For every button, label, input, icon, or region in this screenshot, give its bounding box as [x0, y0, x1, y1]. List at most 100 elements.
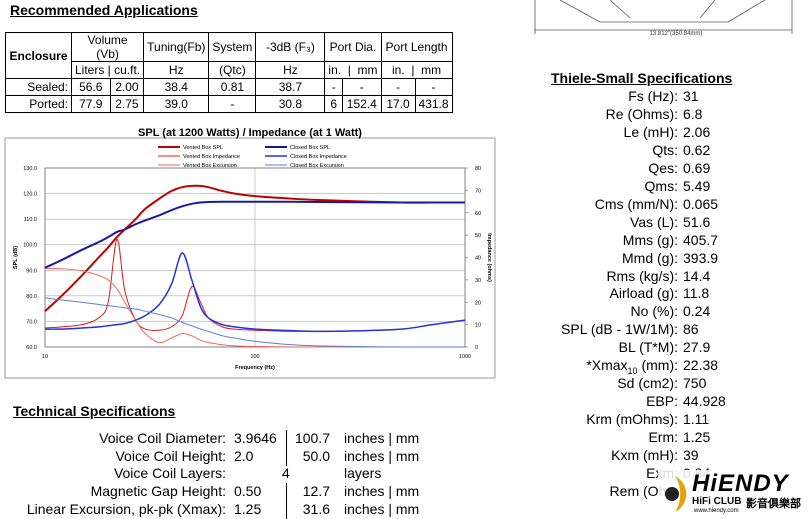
cell: - — [324, 78, 344, 96]
y-tick-label: 70.0 — [26, 319, 37, 325]
ts-label-text: Cms (mm/N): — [594, 195, 678, 212]
legend-label: Closed Box Excursion — [290, 163, 344, 169]
ts-label-end: (mm): — [637, 357, 678, 374]
ts-label-text: Le (mH): — [623, 123, 678, 140]
ts-label-text: Krm (mOhms): — [586, 411, 678, 428]
ts-value: 31 — [683, 88, 699, 104]
ts-value: 5.49 — [683, 177, 711, 194]
tech-mm: 50.0 — [302, 447, 330, 464]
tech-label: Voice Coil Layers: — [113, 465, 226, 482]
ts-value: 0.62 — [683, 141, 711, 158]
ts-label-text: Fs (Hz): — [628, 88, 678, 104]
tech-value: 4 — [282, 465, 290, 482]
header-cell: Enclosure — [5, 32, 72, 79]
ts-value: 2.06 — [683, 123, 711, 140]
cell: 77.9 — [71, 95, 111, 113]
divider — [286, 430, 287, 448]
tech-unit: inches | mm — [344, 447, 420, 464]
ts-label: Cms (mm/N): — [595, 196, 678, 212]
ts-label: Kxm (mH): — [611, 447, 678, 463]
tech-label: Linear Excursion, pk-pk (Xmax): — [26, 500, 226, 517]
series-line — [44, 252, 466, 333]
legend-label: Closed Box SPL — [290, 145, 330, 151]
ts-label-text: Re (Ohms): — [605, 105, 678, 122]
ts-value: 39 — [683, 447, 699, 463]
y-tick-label: 80.0 — [26, 294, 37, 300]
ts-label-sub: 10 — [627, 366, 638, 377]
ts-label: No (%): — [631, 303, 678, 319]
ts-label: Le (mH): — [624, 124, 678, 140]
ts-label: SPL (dB - 1W/1M): — [561, 321, 678, 337]
legend-label: Closed Box Impedance — [290, 154, 347, 160]
ts-value: 11.8 — [683, 285, 710, 302]
tech-mm: 12.7 — [302, 483, 330, 500]
ts-value: 14.4 — [683, 267, 711, 284]
subheader-cell: Hz — [255, 61, 326, 79]
ts-label-text: Vas (L): — [630, 213, 678, 230]
cell: 30.8 — [255, 95, 326, 113]
ts-label-text: Qms: — [644, 177, 678, 194]
tech-in: 0.50 — [234, 483, 262, 500]
ts-value: 22.38 — [683, 357, 719, 374]
ts-label: Erm: — [648, 429, 678, 445]
cell: 431.8 — [414, 95, 453, 113]
x-tick-label: 10 — [42, 354, 48, 360]
subheader-cell: Liters | cu.ft. — [70, 61, 145, 79]
x-axis-label: Frequency (Hz) — [235, 365, 275, 371]
tech-in: 3.9646 — [234, 430, 277, 446]
header-cell: System — [208, 32, 257, 62]
cell: - — [380, 78, 416, 96]
header-cell: Volume (Vb) — [70, 32, 145, 62]
ts-label: BL (T*M): — [619, 339, 678, 355]
logo: HiENDY HiFi CLUB 影音俱樂部 www.hiendy.com — [658, 470, 808, 517]
driver-drawing — [534, 0, 793, 34]
cell: 2.00 — [109, 78, 145, 96]
y-tick-label: 120.0 — [23, 192, 37, 198]
apps-table: Enclosure Volume (Vb) Tuning(Fb) System -3dB… — [5, 32, 453, 113]
ts-value: 393.9 — [683, 249, 719, 266]
cell: Ported: — [5, 95, 72, 113]
divider — [286, 447, 287, 466]
ts-label-text: *Xmax — [586, 357, 628, 374]
ts-label-text: Rms (kg/s): — [606, 267, 678, 284]
apps-title: Recommended Applications — [10, 2, 198, 18]
ts-label-text: Airload (g): — [609, 285, 678, 302]
ts-label-text: Mms (g): — [622, 231, 678, 248]
cell: 38.4 — [143, 78, 210, 96]
header-row: Enclosure Volume (Vb) Tuning(Fb) System -3dB… — [5, 32, 453, 79]
chart-frame — [4, 137, 496, 379]
ts-label-text: Sd (cm2): — [617, 375, 678, 392]
ts-label-text: Kxm (mH): — [611, 447, 678, 463]
logo-name: HiENDY — [692, 470, 789, 497]
ts-label: Re (Ohms): — [606, 106, 678, 122]
ts-label: Mms (g): — [623, 232, 678, 248]
cell: 17.0 — [380, 95, 416, 113]
y2-tick-label: 0 — [475, 345, 478, 351]
ts-value: 405.7 — [683, 231, 719, 248]
ts-label-text: Qts: — [652, 141, 678, 158]
ts-value: 1.11 — [683, 411, 710, 428]
y2-tick-label: 80 — [475, 166, 481, 172]
ts-value: 51.6 — [683, 213, 711, 230]
ts-label: Qts: — [652, 142, 678, 158]
cell: - — [342, 78, 382, 96]
ts-label-text: SPL (dB - 1W/1M): — [561, 321, 678, 338]
ts-title: Thiele-Small Specifications — [551, 70, 733, 86]
subheader-row: Liters | cu.ft. Hz (Qtc) Hz in. | mm in. | mm — [6, 61, 453, 79]
tech-in: 1.25 — [234, 500, 262, 517]
subheader-cell: (Qtc) — [208, 61, 257, 79]
ts-value: 0.065 — [683, 195, 719, 212]
tech-in: 2.0 — [234, 447, 254, 464]
y2-tick-label: 50 — [475, 233, 481, 239]
ts-label: Fs (Hz): — [628, 88, 678, 104]
ts-value: 0.69 — [683, 159, 711, 176]
y-tick-label: 100.0 — [23, 243, 37, 249]
cell: - — [208, 95, 257, 113]
y2-tick-label: 20 — [475, 300, 481, 306]
logo-cn: 影音俱樂部 — [746, 497, 801, 510]
ts-value: 750 — [683, 375, 707, 392]
series-line — [44, 268, 465, 348]
header-cell: Tuning(Fb) — [143, 32, 210, 62]
y2-tick-label: 40 — [475, 256, 481, 262]
